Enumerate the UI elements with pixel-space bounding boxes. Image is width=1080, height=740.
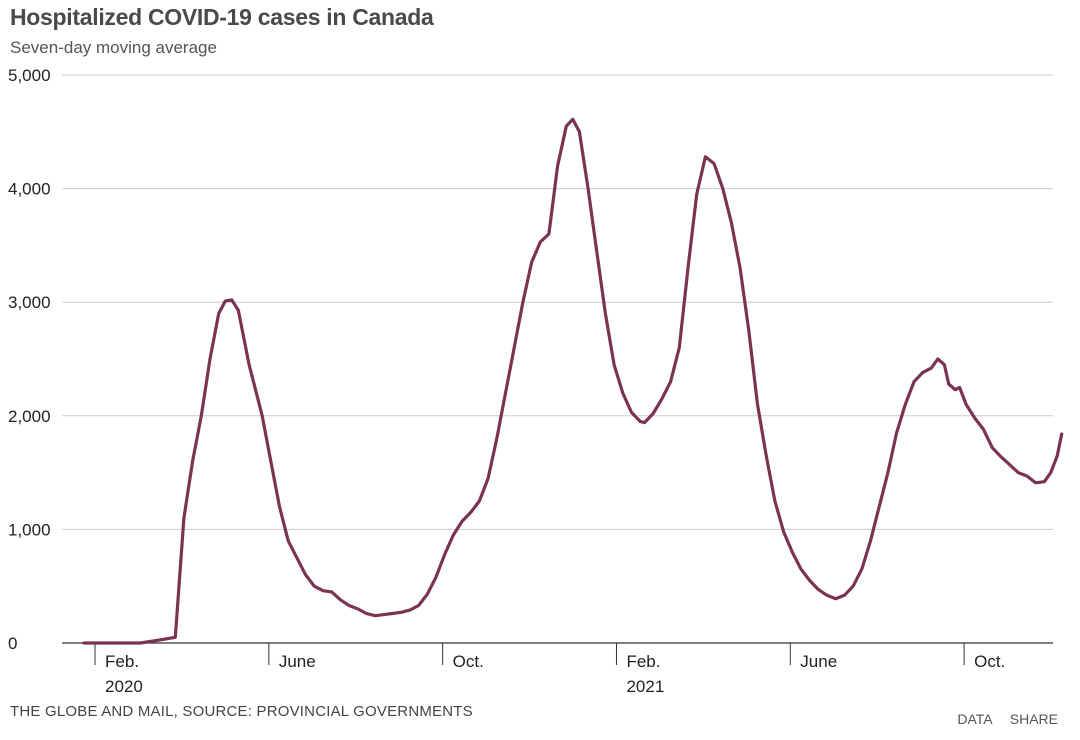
x-tick-label: Oct. (974, 652, 1005, 671)
source-credit: THE GLOBE AND MAIL, SOURCE: PROVINCIAL G… (10, 703, 473, 720)
series-line-0 (82, 117, 1064, 645)
x-tick-label: Oct. (453, 652, 484, 671)
x-tick-year-label: 2021 (626, 677, 664, 696)
chart-title: Hospitalized COVID-19 cases in Canada (10, 4, 434, 30)
y-tick-label: 5,000 (8, 66, 51, 85)
x-tick-label: Feb. (626, 652, 660, 671)
x-tick-year-label: 2020 (105, 677, 143, 696)
data-link[interactable]: DATA (957, 711, 992, 727)
y-tick-label: 0 (8, 634, 17, 653)
footer-links: DATA SHARE (943, 711, 1058, 727)
y-tick-label: 3,000 (8, 293, 51, 312)
chart-subtitle: Seven-day moving average (10, 38, 217, 57)
x-tick-label: June (279, 652, 316, 671)
y-tick-label: 1,000 (8, 520, 51, 539)
x-tick-label: Feb. (105, 652, 139, 671)
y-tick-label: 4,000 (8, 180, 51, 199)
share-link[interactable]: SHARE (1009, 711, 1058, 727)
y-tick-label: 2,000 (8, 407, 51, 426)
x-tick-label: June (800, 652, 837, 671)
